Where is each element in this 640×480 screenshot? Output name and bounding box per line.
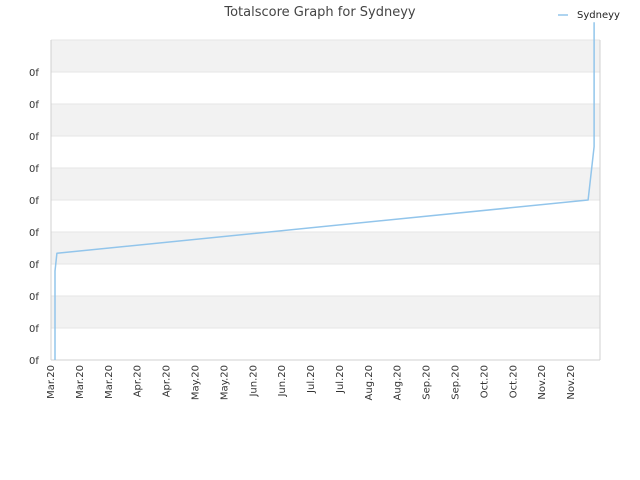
x-tick-label: Mar.20 bbox=[46, 365, 57, 399]
y-tick-label: 0f bbox=[29, 132, 39, 143]
y-tick-label: 0f bbox=[29, 100, 39, 111]
plot-band bbox=[51, 296, 600, 328]
x-axis-ticks: Mar.20 Mar.20 Mar.20 Apr.20 Apr.20 May.20 May.… bbox=[46, 365, 577, 400]
legend-entry-sydneyy: Sydneyy bbox=[577, 10, 620, 21]
x-tick-label: Jul.20 bbox=[306, 365, 317, 394]
x-tick-label: Nov.20 bbox=[537, 365, 548, 400]
x-tick-label: Aug.20 bbox=[393, 365, 404, 400]
y-tick-label: 0f bbox=[29, 260, 39, 271]
y-tick-label: 0f bbox=[29, 164, 39, 175]
y-tick-label: 0f bbox=[29, 292, 39, 303]
x-tick-label: Oct.20 bbox=[508, 365, 519, 398]
x-tick-label: Jun.20 bbox=[248, 365, 259, 398]
plot-band bbox=[51, 104, 600, 136]
plot-band bbox=[51, 232, 600, 264]
x-tick-label: May.20 bbox=[190, 365, 201, 400]
y-tick-label: 0f bbox=[29, 324, 39, 335]
plot-background bbox=[50, 39, 601, 361]
plot-band bbox=[51, 168, 600, 200]
series-line-sydneyy bbox=[54, 22, 595, 360]
x-tick-label: Apr.20 bbox=[133, 365, 144, 397]
x-tick-label: Mar.20 bbox=[104, 365, 115, 399]
x-tick-label: Sep.20 bbox=[451, 365, 462, 400]
y-tick-label: 0f bbox=[29, 196, 39, 207]
x-tick-label: Sep.20 bbox=[422, 365, 433, 400]
x-tick-label: Jun.20 bbox=[277, 365, 288, 398]
y-axis-ticks: 0f 0f 0f 0f 0f 0f 0f 0f 0f 0f bbox=[29, 68, 39, 367]
x-tick-label: May.20 bbox=[219, 365, 230, 400]
x-tick-label: Nov.20 bbox=[566, 365, 577, 400]
x-tick-label: Mar.20 bbox=[75, 365, 86, 399]
x-tick-label: Oct.20 bbox=[479, 365, 490, 398]
x-tick-label: Apr.20 bbox=[162, 365, 173, 397]
plot-band bbox=[51, 40, 600, 72]
y-tick-label: 0f bbox=[29, 68, 39, 79]
x-tick-label: Aug.20 bbox=[364, 365, 375, 400]
series-layer bbox=[54, 22, 595, 360]
y-tick-label: 0f bbox=[29, 228, 39, 239]
legend[interactable]: Sydneyy bbox=[558, 10, 620, 21]
y-tick-label: 0f bbox=[29, 356, 39, 367]
chart-title: Totalscore Graph for Sydneyy bbox=[223, 5, 416, 20]
x-tick-label: Jul.20 bbox=[335, 365, 346, 394]
